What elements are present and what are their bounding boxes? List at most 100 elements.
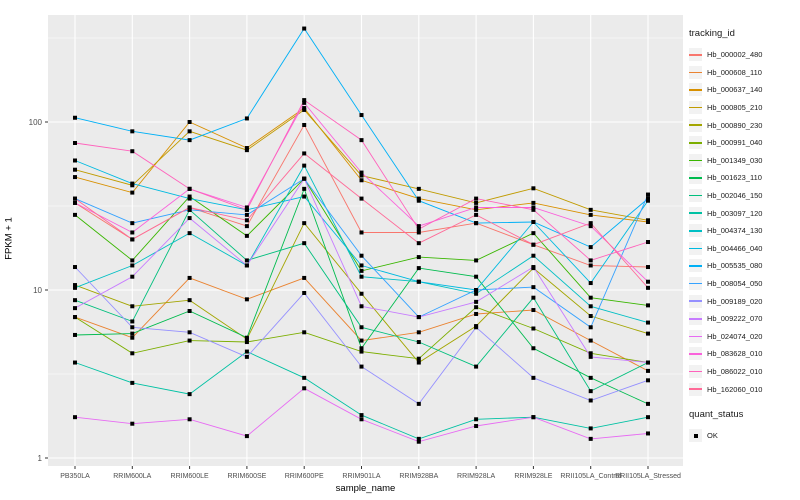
data-point-marker bbox=[73, 212, 77, 217]
data-point-marker bbox=[588, 325, 593, 330]
data-point-marker bbox=[416, 439, 421, 444]
data-point-marker bbox=[130, 190, 135, 195]
data-point-marker bbox=[244, 349, 249, 354]
data-point-marker bbox=[531, 326, 536, 331]
legend-item-Hb_024074_020: Hb_024074_020 bbox=[689, 328, 799, 346]
legend-item-Hb_005535_080: Hb_005535_080 bbox=[689, 257, 799, 275]
data-point-marker bbox=[588, 221, 593, 226]
legend-item-label: Hb_002046_150 bbox=[707, 191, 763, 201]
data-point-marker bbox=[646, 196, 650, 201]
data-point-marker bbox=[244, 218, 249, 223]
data-point-marker bbox=[359, 253, 364, 258]
legend-key-line-icon bbox=[689, 206, 702, 220]
data-point-marker bbox=[531, 265, 536, 270]
data-point-marker bbox=[130, 149, 135, 154]
data-point-marker bbox=[359, 178, 364, 183]
data-point-marker bbox=[588, 338, 593, 343]
data-point-marker bbox=[588, 314, 593, 319]
data-point-marker bbox=[73, 283, 77, 288]
data-point-marker bbox=[130, 331, 135, 336]
data-point-marker bbox=[416, 186, 421, 191]
data-point-marker bbox=[416, 401, 421, 406]
data-point-marker bbox=[646, 401, 650, 406]
data-point-marker bbox=[130, 351, 135, 356]
data-point-marker bbox=[73, 158, 77, 163]
legend-item-label: OK bbox=[707, 431, 718, 441]
data-point-marker bbox=[646, 360, 650, 365]
legend-item-label: Hb_000890_230 bbox=[707, 120, 763, 130]
data-point-marker bbox=[416, 227, 421, 232]
data-point-marker bbox=[474, 196, 479, 201]
legend-item-label: Hb_004374_130 bbox=[707, 226, 763, 236]
data-point-marker bbox=[588, 263, 593, 268]
data-point-marker bbox=[244, 297, 249, 302]
data-point-marker bbox=[359, 274, 364, 279]
data-point-marker bbox=[302, 194, 307, 199]
legend-item-Hb_003097_120: Hb_003097_120 bbox=[689, 204, 799, 222]
legend-item-label: Hb_009189_020 bbox=[707, 296, 763, 306]
data-point-marker bbox=[187, 308, 192, 313]
data-point-marker bbox=[130, 304, 135, 309]
data-point-marker bbox=[474, 291, 479, 296]
data-point-marker bbox=[646, 285, 650, 290]
legend-item-label: Hb_162060_010 bbox=[707, 384, 763, 394]
data-point-marker bbox=[588, 351, 593, 356]
data-point-marker bbox=[73, 140, 77, 145]
data-point-marker bbox=[73, 298, 77, 303]
data-point-marker bbox=[244, 233, 249, 238]
data-point-marker bbox=[646, 331, 650, 336]
data-point-marker bbox=[302, 26, 307, 31]
data-point-marker bbox=[588, 245, 593, 250]
data-point-marker bbox=[416, 196, 421, 201]
data-point-marker bbox=[531, 207, 536, 212]
legend-item-label: Hb_008054_050 bbox=[707, 279, 763, 289]
data-point-marker bbox=[416, 340, 421, 345]
data-point-marker bbox=[531, 186, 536, 191]
quant-status-ok-key-icon bbox=[689, 429, 702, 443]
y-axis-title: FPKM + 1 bbox=[3, 217, 15, 260]
data-point-marker bbox=[588, 436, 593, 441]
data-point-marker bbox=[588, 375, 593, 380]
x-tick-label: RRIM600PE bbox=[285, 473, 324, 480]
data-point-marker bbox=[416, 279, 421, 284]
legend-key-line-icon bbox=[689, 347, 702, 361]
data-point-marker bbox=[187, 275, 192, 280]
data-point-marker bbox=[73, 315, 77, 320]
data-point-marker bbox=[474, 221, 479, 226]
legend-key-line-icon bbox=[689, 136, 702, 150]
data-point-marker bbox=[244, 212, 249, 217]
data-point-marker bbox=[416, 315, 421, 320]
legend-item-label: Hb_001623_110 bbox=[707, 173, 762, 183]
data-point-marker bbox=[187, 205, 192, 210]
legend-item-label: Hb_005535_080 bbox=[707, 261, 763, 271]
legend-item-Hb_000991_040: Hb_000991_040 bbox=[689, 134, 799, 152]
data-point-marker bbox=[302, 330, 307, 335]
legend-item-Hb_001349_030: Hb_001349_030 bbox=[689, 152, 799, 170]
data-point-marker bbox=[302, 241, 307, 246]
data-point-marker bbox=[416, 436, 421, 441]
data-point-marker bbox=[359, 338, 364, 343]
x-tick-label: RRIM600SE bbox=[227, 473, 266, 480]
data-point-marker bbox=[187, 194, 192, 199]
legend-key-line-icon bbox=[689, 171, 702, 185]
data-point-marker bbox=[187, 129, 192, 134]
data-point-marker bbox=[130, 237, 135, 242]
data-point-marker bbox=[359, 349, 364, 354]
data-point-marker bbox=[588, 295, 593, 300]
legend-key-line-icon bbox=[689, 277, 702, 291]
legend-key-line-icon bbox=[689, 83, 702, 97]
data-point-marker bbox=[244, 224, 249, 229]
legend-key-line-icon bbox=[689, 189, 702, 203]
data-point-marker bbox=[187, 196, 192, 201]
data-point-marker bbox=[73, 332, 77, 337]
data-point-marker bbox=[474, 274, 479, 279]
data-point-marker bbox=[416, 356, 421, 361]
data-point-marker bbox=[531, 231, 536, 236]
data-point-marker bbox=[646, 279, 650, 284]
data-point-marker bbox=[130, 181, 135, 186]
legend-key-line-icon bbox=[689, 65, 702, 79]
data-point-marker bbox=[359, 113, 364, 118]
data-point-marker bbox=[474, 207, 479, 212]
data-point-marker bbox=[244, 207, 249, 212]
legend-item-label: Hb_000991_040 bbox=[707, 138, 763, 148]
